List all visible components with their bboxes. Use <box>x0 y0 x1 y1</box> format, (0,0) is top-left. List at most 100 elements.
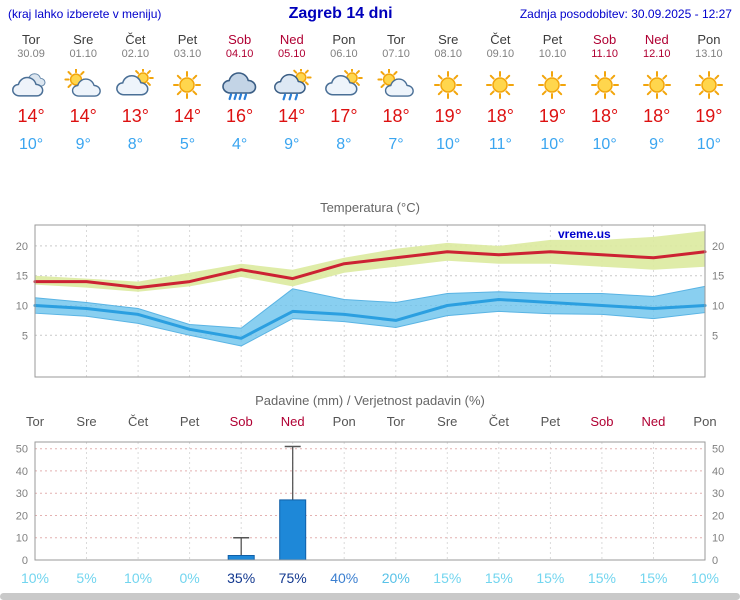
svg-text:15: 15 <box>712 271 724 283</box>
weather-icon-sunny <box>434 71 463 99</box>
day-name: Čet <box>125 32 146 47</box>
svg-text:0: 0 <box>22 555 28 567</box>
day-name: Sre <box>438 32 459 47</box>
forecast-day-column: Pon 13.10 19° 10° <box>683 26 735 154</box>
day-max-temp: 19° <box>434 106 462 126</box>
precip-day-labels-row: Tor Sre Čet Pet Sob Ned Pon Tor Sre Čet Pet Sob Ned P… <box>0 410 740 434</box>
svg-text:15: 15 <box>16 271 28 283</box>
day-name: Pon <box>697 32 721 47</box>
precip-day-label: Sob <box>590 414 614 429</box>
weather-icon-mostly-cloudy <box>116 69 155 96</box>
day-max-temp: 14° <box>278 106 306 126</box>
precip-probability: 20% <box>381 570 410 586</box>
page-title: Zagreb 14 dni <box>288 5 393 22</box>
day-date: 30.09 <box>17 48 45 60</box>
forecast-day-column: Tor 30.09 14° 10° <box>5 26 57 154</box>
forecast-day-column: Pet 10.10 19° 10° <box>526 26 578 154</box>
precip-day-label: Sre <box>76 414 97 429</box>
precip-chart-title: Padavine (mm) / Verjetnost padavin (%) <box>255 393 485 408</box>
precip-probability: 15% <box>433 570 462 586</box>
precip-bar <box>279 499 307 561</box>
svg-text:40: 40 <box>712 466 724 478</box>
day-max-temp: 19° <box>695 106 723 126</box>
day-name: Tor <box>387 32 406 47</box>
precip-probability: 15% <box>587 570 616 586</box>
day-date: 11.10 <box>591 48 618 60</box>
forecast-day-column: Sre 08.10 19° 10° <box>422 26 474 154</box>
svg-text:10: 10 <box>16 301 28 313</box>
weather-icon-sunny <box>173 71 202 99</box>
day-date: 10.10 <box>538 48 567 60</box>
day-name: Pet <box>542 32 563 47</box>
forecast-strip: Tor 30.09 14° 10° Sre 01.10 14° 9° Čet 02.10 13° 8°… <box>0 24 740 154</box>
svg-text:30: 30 <box>712 488 724 500</box>
precip-probability-row: 10% 5% 10% 0% 35% 75% 40% 20% 15% 15% 15% 15% 15% 10% <box>0 570 740 586</box>
precip-probability: 35% <box>227 570 256 586</box>
precip-probability: 10% <box>690 570 720 586</box>
precip-probability: 75% <box>278 570 307 586</box>
day-max-temp: 14° <box>173 106 202 126</box>
day-name: Sob <box>228 32 252 47</box>
forecast-day-column: Sob 11.10 18° 10° <box>579 26 631 154</box>
forecast-day-column: Pon 06.10 17° 8° <box>318 26 370 154</box>
precip-probability: 5% <box>76 570 97 586</box>
precip-day-label: Pet <box>179 414 200 429</box>
svg-text:50: 50 <box>712 444 724 456</box>
day-min-temp: 8° <box>336 136 352 153</box>
day-date: 03.10 <box>173 48 202 60</box>
bottom-scrollbar[interactable] <box>0 593 740 600</box>
precip-day-label: Pon <box>693 414 717 429</box>
forecast-day-column: Tor 07.10 18° 7° <box>370 26 422 154</box>
svg-text:20: 20 <box>712 241 724 253</box>
precip-probability: 0% <box>179 570 200 586</box>
weather-icon-sunny <box>590 71 619 99</box>
day-date: 05.10 <box>278 48 306 60</box>
precip-day-label: Ned <box>641 414 666 429</box>
day-min-temp: 10° <box>436 136 461 153</box>
forecast-day-column: Čet 02.10 13° 8° <box>109 26 161 154</box>
precip-day-label: Sob <box>229 414 253 429</box>
day-date: 06.10 <box>330 48 358 60</box>
day-name: Ned <box>644 32 669 47</box>
day-max-temp: 18° <box>643 106 671 126</box>
precip-bar <box>227 555 255 561</box>
svg-text:20: 20 <box>16 511 28 523</box>
weather-icon-cloudy <box>12 73 46 97</box>
svg-text:20: 20 <box>16 241 28 253</box>
svg-text:10: 10 <box>712 301 724 313</box>
day-name: Pon <box>332 32 356 47</box>
day-date: 04.10 <box>225 48 254 60</box>
day-date: 09.10 <box>486 48 515 60</box>
day-name: Čet <box>490 32 511 47</box>
weather-icon-sunny <box>486 71 515 99</box>
forecast-day-column: Čet 09.10 18° 11° <box>474 26 526 154</box>
day-name: Sob <box>593 32 617 47</box>
day-min-temp: 9° <box>649 136 665 153</box>
day-name: Pet <box>177 32 198 47</box>
day-min-temp: 10° <box>18 136 44 153</box>
day-min-temp: 9° <box>75 136 91 153</box>
day-min-temp: 9° <box>284 136 300 153</box>
day-date: 07.10 <box>382 48 410 60</box>
svg-text:40: 40 <box>16 466 28 478</box>
precip-day-label: Tor <box>386 414 405 429</box>
svg-text:0: 0 <box>712 555 718 567</box>
weather-icon-rain-sun <box>273 69 312 101</box>
last-update: Zadnja posodobitev: 30.09.2025 - 12:27 <box>519 7 732 21</box>
day-min-temp: 10° <box>540 136 565 153</box>
precip-day-label: Čet <box>127 414 149 429</box>
day-min-temp: 8° <box>127 136 143 153</box>
weather-icon-sunny <box>538 71 567 99</box>
precip-probability: 15% <box>484 570 513 586</box>
precip-day-label: Pet <box>540 414 561 429</box>
precip-day-label: Tor <box>25 414 45 429</box>
forecast-day-column: Pet 03.10 14° 5° <box>161 26 213 154</box>
weather-icon-mostly-cloudy <box>324 69 363 96</box>
forecast-day-column: Ned 12.10 18° 9° <box>631 26 683 154</box>
temperature-chart: 5 5 10 10 15 15 20 20 vreme.us <box>16 224 724 378</box>
svg-text:10: 10 <box>16 533 28 545</box>
weather-icon-sunny <box>694 71 723 99</box>
svg-text:30: 30 <box>16 488 28 500</box>
precip-probability: 40% <box>330 570 359 586</box>
forecast-day-column: Sre 01.10 14° 9° <box>57 26 109 154</box>
